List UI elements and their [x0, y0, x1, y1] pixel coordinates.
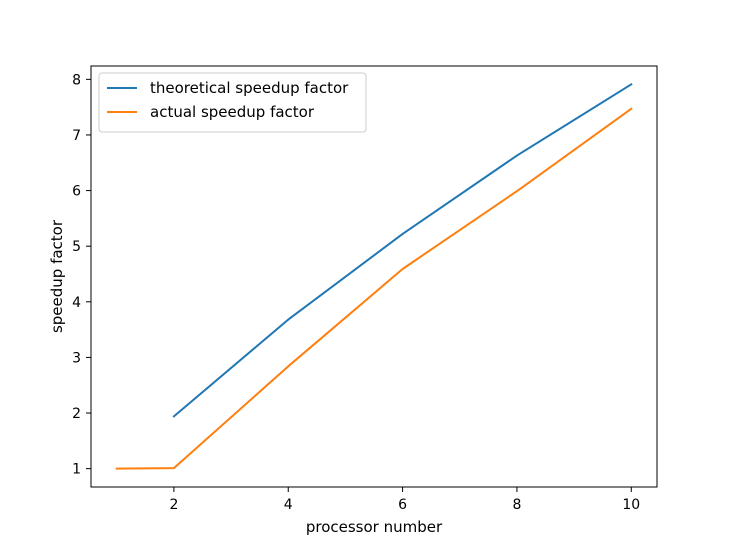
legend-box	[98, 72, 367, 133]
y-tick-label: 7	[72, 128, 81, 144]
plot-area-frame	[90, 65, 658, 488]
legend-label-actual: actual speedup factor	[150, 103, 315, 121]
legend: theoretical speedup factor actual speedu…	[98, 72, 367, 133]
y-tick-label: 1	[72, 462, 81, 478]
x-tick-label: 6	[398, 497, 407, 513]
x-axis-label: processor number	[306, 518, 443, 536]
y-tick-label: 2	[72, 406, 81, 422]
x-tick-label: 4	[284, 497, 293, 513]
x-tick-label: 2	[169, 497, 178, 513]
x-tick-label: 10	[622, 497, 640, 513]
x-axis-ticks: 2 4 6 8 10	[169, 487, 640, 513]
legend-label-theoretical: theoretical speedup factor	[150, 79, 349, 97]
y-tick-label: 5	[72, 239, 81, 255]
series-line-1	[115, 107, 633, 470]
x-tick-label: 8	[512, 497, 521, 513]
y-tick-label: 3	[72, 350, 81, 366]
series-line-0	[172, 82, 633, 418]
y-tick-label: 8	[72, 72, 81, 88]
plot-lines	[115, 82, 633, 470]
y-axis-ticks: 1 2 3 4 5 6 7 8	[72, 72, 91, 478]
y-tick-label: 6	[72, 184, 81, 200]
y-tick-label: 4	[72, 295, 81, 311]
y-axis-label: speedup factor	[48, 219, 66, 333]
